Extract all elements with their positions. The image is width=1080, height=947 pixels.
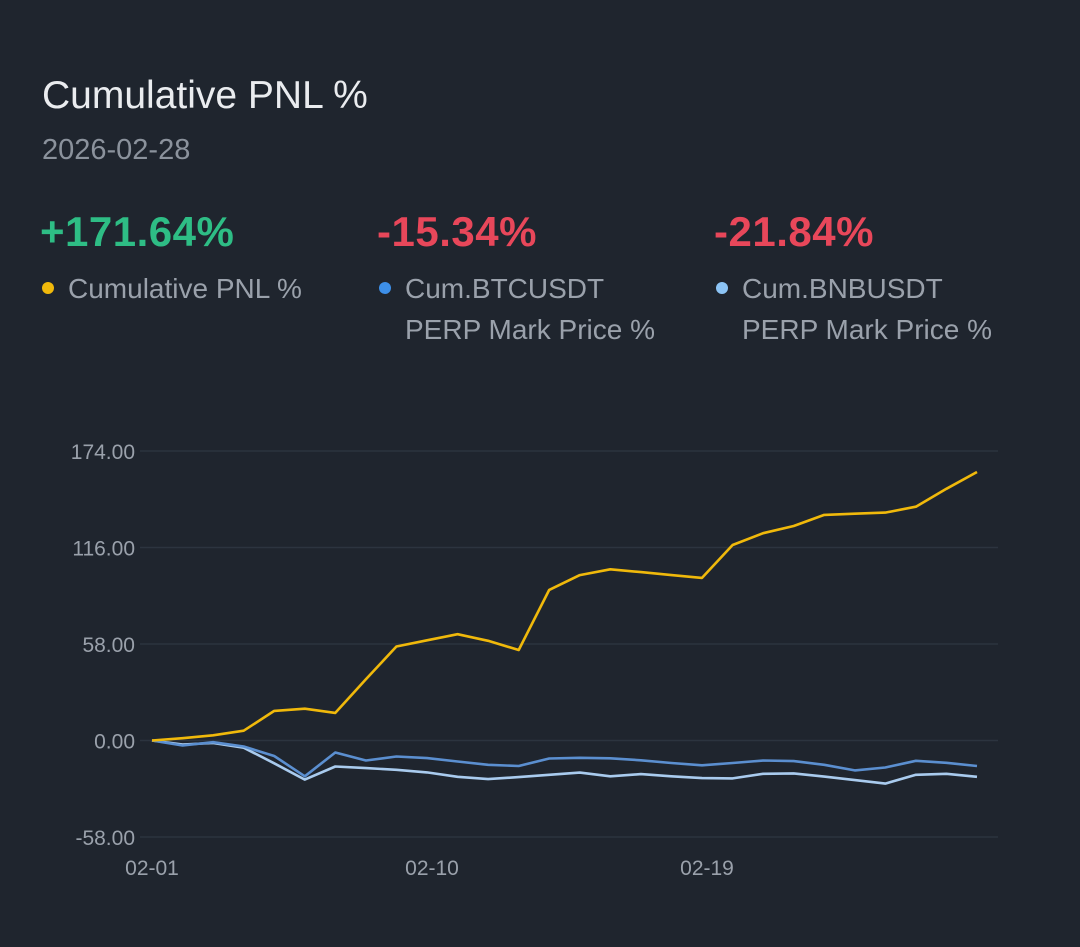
page-title: Cumulative PNL % xyxy=(42,74,368,117)
stat-btc: -15.34% Cum.BTCUSDT PERP Mark Price % xyxy=(377,208,677,350)
stat-cumulative-pnl: +171.64% Cumulative PNL % xyxy=(40,208,360,309)
legend-label: Cum.BNBUSDT PERP Mark Price % xyxy=(742,273,992,345)
y-tick-label: -58.00 xyxy=(75,827,135,850)
stat-value: -21.84% xyxy=(714,208,874,255)
stat-value: +171.64% xyxy=(40,208,235,255)
legend-label: Cumulative PNL % xyxy=(68,273,302,304)
y-tick-label: 116.00 xyxy=(72,538,135,561)
legend-label: Cum.BTCUSDT PERP Mark Price % xyxy=(405,273,655,345)
y-tick-label: 174.00 xyxy=(71,441,135,464)
series-line-2 xyxy=(151,739,978,785)
stat-bnb: -21.84% Cum.BNBUSDT PERP Mark Price % xyxy=(714,208,1014,350)
y-tick-label: 0.00 xyxy=(94,731,135,754)
series-line-0 xyxy=(151,470,978,742)
x-tick-label: 02-01 xyxy=(125,857,179,880)
y-tick-label: 58.00 xyxy=(82,634,135,657)
legend-dot-icon xyxy=(379,282,391,294)
legend-dot-icon xyxy=(42,282,54,294)
x-tick-label: 02-10 xyxy=(405,857,459,880)
x-tick-label: 02-19 xyxy=(680,857,734,880)
stat-value: -15.34% xyxy=(377,208,537,255)
legend-dot-icon xyxy=(716,282,728,294)
series-line-1 xyxy=(151,739,978,778)
date-label: 2026-02-28 xyxy=(42,134,191,166)
